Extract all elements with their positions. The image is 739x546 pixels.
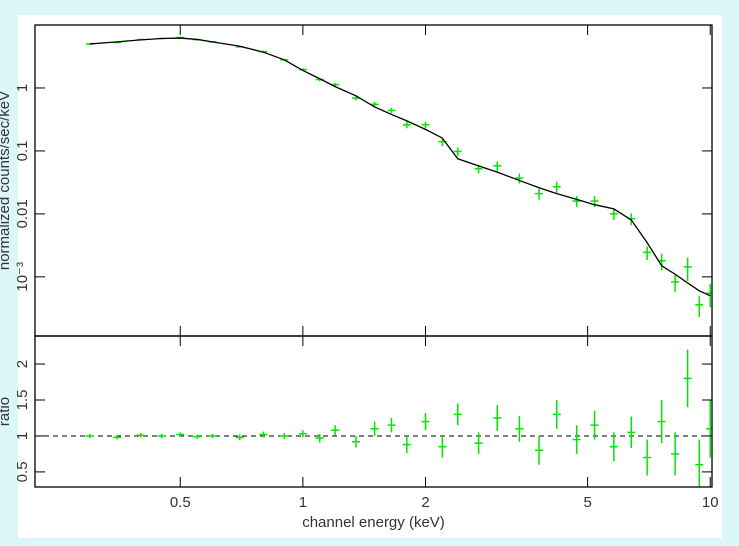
y-tick-label: 0.5 [14,461,31,482]
y-axis-label: ratio [0,397,13,426]
x-tick-label: 10 [702,494,719,511]
y-tick-label: 2 [14,360,31,368]
plot-area [35,349,712,487]
plot-area [85,36,712,318]
x-axis-label: channel energy (keV) [302,514,445,531]
axes-frame [34,335,713,488]
x-tick-label: 0.5 [170,494,191,511]
x-tick-label: 5 [583,494,591,511]
y-tick-label: 1 [14,432,31,440]
y-axis-label: normalized counts/sec/keV [0,91,13,270]
x-tick-label: 1 [299,494,307,511]
y-tick-label: 0.01 [14,199,31,228]
y-tick-label: 1 [14,84,31,92]
plot-background [18,15,722,538]
model-line [89,37,711,297]
y-tick-label: 0.1 [14,140,31,161]
y-tick-label: 1.5 [14,390,31,411]
y-tick-label: 10⁻³ [14,262,31,292]
x-tick-label: 2 [421,494,429,511]
